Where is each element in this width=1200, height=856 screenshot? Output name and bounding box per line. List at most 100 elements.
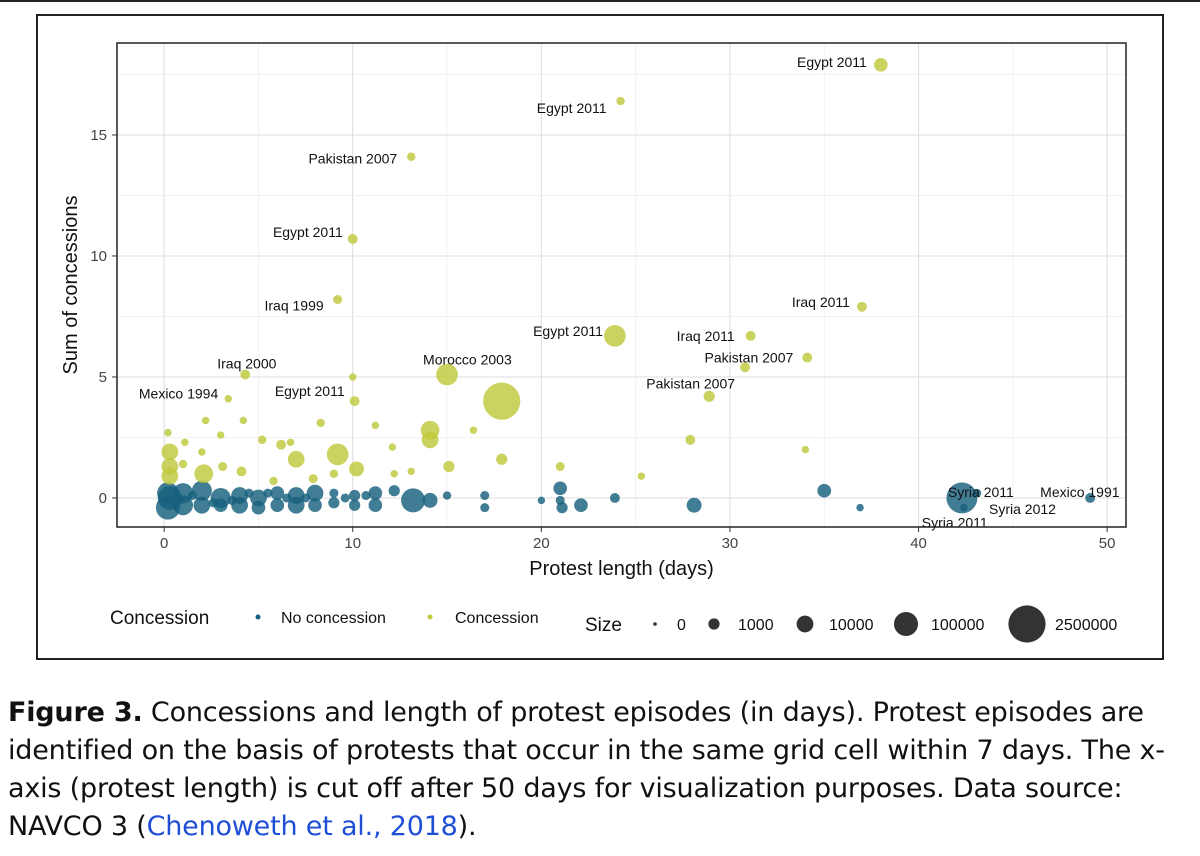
point-concession <box>685 434 696 445</box>
point-no-concession <box>349 489 361 502</box>
point-concession <box>388 443 397 451</box>
point-concession <box>616 96 625 106</box>
point-no-concession <box>555 495 565 505</box>
point-concession <box>240 369 251 380</box>
legend-size-swatch <box>708 618 720 630</box>
legend-size-label: 0 <box>677 617 686 634</box>
point-concession <box>637 472 646 480</box>
point-label: Egypt 2011 <box>533 323 603 339</box>
point-no-concession <box>960 503 968 512</box>
point-no-concession <box>208 498 218 508</box>
x-tick-label: 30 <box>722 535 739 552</box>
legend-no-concession-swatch <box>255 614 261 620</box>
citation-link[interactable]: Chenoweth et al., 2018 <box>146 811 458 842</box>
point-concession <box>224 395 232 403</box>
legend-size-label: 2500000 <box>1055 617 1117 634</box>
point-no-concession <box>401 488 426 513</box>
point-concession <box>161 443 179 461</box>
point-concession <box>436 363 458 386</box>
legend-concession-label: Concession <box>455 610 539 627</box>
point-concession <box>407 467 415 476</box>
point-concession <box>469 426 478 434</box>
point-label: Syria 2011 <box>948 484 1014 500</box>
point-no-concession <box>263 488 273 498</box>
point-concession <box>740 362 750 373</box>
point-label: Pakistan 2007 <box>705 350 794 366</box>
point-concession <box>496 453 508 465</box>
plot-border <box>116 42 1127 528</box>
point-concession <box>181 438 189 447</box>
point-no-concession <box>349 499 361 511</box>
point-no-concession <box>480 503 490 513</box>
point-no-concession <box>227 495 237 505</box>
caption-label: Figure 3. <box>8 697 143 728</box>
point-concession <box>745 330 756 341</box>
points-layer <box>155 57 1096 520</box>
point-label: Egypt 2011 <box>273 224 343 240</box>
point-concession <box>349 396 360 407</box>
point-label: Morocco 2003 <box>423 352 512 368</box>
point-concession <box>269 476 278 486</box>
point-concession <box>349 373 357 381</box>
point-label: Pakistan 2007 <box>646 375 735 391</box>
point-no-concession <box>193 496 211 514</box>
point-concession <box>217 431 225 439</box>
point-no-concession <box>817 483 832 498</box>
x-tick-label: 20 <box>533 535 550 552</box>
point-concession <box>308 474 318 484</box>
y-tick-label: 5 <box>99 369 107 386</box>
point-concession <box>873 57 888 72</box>
point-concession <box>802 352 813 363</box>
point-no-concession <box>368 486 383 500</box>
point-no-concession <box>250 489 267 507</box>
point-no-concession <box>368 498 383 513</box>
legend-concession-title: Concession <box>110 608 209 629</box>
scatter-chart: Egypt 2011 Egypt 2011 Pakistan 2007 Egypt 2… <box>60 42 1127 643</box>
y-tick-label: 0 <box>99 490 107 507</box>
point-no-concession <box>270 486 285 500</box>
point-concession <box>857 301 867 312</box>
point-concession <box>326 443 349 466</box>
x-tick-label: 0 <box>160 535 168 552</box>
legend-concession-swatch <box>427 614 433 620</box>
point-concession <box>421 431 439 449</box>
point-no-concession <box>574 498 588 513</box>
point-labels: Egypt 2011 Egypt 2011 Pakistan 2007 Egypt 2… <box>139 54 1120 531</box>
x-tick-label: 10 <box>344 535 361 552</box>
point-no-concession <box>282 493 292 503</box>
point-concession <box>194 464 214 484</box>
point-no-concession <box>251 500 266 515</box>
point-concession <box>349 461 364 477</box>
y-tick-label: 10 <box>90 248 107 265</box>
caption-text: Concessions and length of protest episod… <box>8 697 1165 842</box>
plot-background <box>117 43 1126 527</box>
point-concession <box>604 324 626 347</box>
point-no-concession <box>946 482 978 514</box>
point-no-concession <box>306 484 324 502</box>
point-no-concession <box>328 497 340 509</box>
point-concession <box>178 459 188 469</box>
point-concession <box>407 152 416 161</box>
y-tick-label: 15 <box>90 127 107 144</box>
point-concession <box>443 460 455 473</box>
point-no-concession <box>244 488 254 498</box>
legend-size-swatch <box>653 622 657 626</box>
point-concession <box>347 234 358 244</box>
point-label: Pakistan 2007 <box>308 151 397 167</box>
point-concession <box>276 439 287 450</box>
point-concession <box>161 467 179 485</box>
point-no-concession <box>537 496 546 505</box>
point-no-concession <box>157 482 179 504</box>
point-label: Egypt 2011 <box>275 383 345 399</box>
legend-size-label: 1000 <box>738 617 774 634</box>
point-no-concession <box>856 503 864 512</box>
point-concession <box>483 382 521 420</box>
figure-frame <box>36 14 1164 660</box>
point-no-concession <box>556 502 568 514</box>
point-no-concession <box>480 491 490 501</box>
legend-size-title: Size <box>585 615 622 636</box>
point-no-concession <box>308 498 322 513</box>
point-label: Egypt 2011 <box>537 100 607 116</box>
point-no-concession <box>388 485 400 497</box>
x-axis-title: Protest length (days) <box>529 558 714 580</box>
